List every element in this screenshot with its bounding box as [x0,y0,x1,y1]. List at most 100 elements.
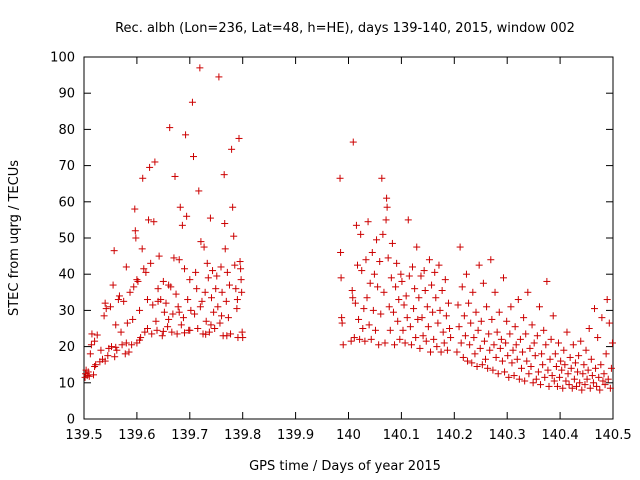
data-point [361,337,369,345]
data-point [386,326,394,334]
data-point [604,375,612,383]
data-point [182,131,190,139]
data-point [134,277,142,285]
data-point [191,310,199,318]
data-point [394,317,402,325]
data-point [114,296,122,304]
data-point [566,353,574,361]
y-tick-label: 40 [58,268,75,283]
data-point [575,352,583,360]
y-tick-label: 20 [58,340,75,355]
data-point [529,379,537,387]
data-point [601,381,609,389]
data-point [505,373,513,381]
data-point [498,357,506,365]
data-point [101,357,109,365]
data-point [467,319,475,327]
data-point [84,368,92,376]
data-point [399,326,407,334]
x-axis-ticks: 139.5 139.6 139.7 139.8 139.9 140 140.1 140.2 14… [65,57,632,443]
data-point [417,272,425,280]
data-point [164,323,172,331]
data-point [383,203,391,211]
x-axis-label: GPS time / Days of year 2015 [249,459,441,474]
data-point [87,341,95,349]
data-point [486,346,494,354]
data-point [176,203,184,211]
data-point [483,303,491,311]
data-point [491,288,499,296]
data-point [484,364,492,372]
data-point [125,348,133,356]
data-point [415,294,423,302]
data-point [104,352,112,360]
data-point [459,353,467,361]
x-tick-label: 139.8 [224,428,261,443]
data-point [409,263,417,271]
data-point [401,339,409,347]
data-point [155,252,163,260]
data-point [542,341,550,349]
data-point [210,308,218,316]
data-point [400,301,408,309]
y-tick-label: 60 [58,195,75,210]
data-point [544,366,552,374]
data-point [597,361,605,369]
data-point [113,346,121,354]
data-point [574,368,582,376]
data-point [603,296,611,304]
data-point [413,243,421,251]
data-point [224,314,232,322]
data-point [479,279,487,287]
data-point [338,314,346,322]
data-point [437,348,445,356]
data-point [184,296,192,304]
data-point [122,339,130,347]
data-point [551,350,559,358]
data-point [188,98,196,106]
data-point [521,377,529,385]
data-point [121,350,129,358]
data-point [237,265,245,273]
data-point [236,258,244,266]
data-point [112,321,120,329]
data-point [565,381,573,389]
data-point [353,261,361,269]
data-point [589,379,597,387]
data-point [221,220,229,228]
data-point [367,335,375,343]
data-point [397,270,405,278]
data-point [530,339,538,347]
data-point [568,384,576,392]
data-point [578,386,586,394]
data-point [580,361,588,369]
data-point [416,344,424,352]
data-point [174,303,182,311]
data-point [375,341,383,349]
data-point [347,337,355,345]
data-point [545,382,553,390]
data-point [510,372,518,380]
data-point [131,227,139,235]
data-point [379,230,387,238]
data-point [112,343,120,351]
data-point [424,323,432,331]
data-point [522,330,530,338]
data-point [385,303,393,311]
data-point [469,288,477,296]
data-point [364,218,372,226]
x-tick-label: 139.7 [171,428,208,443]
data-point [584,366,592,374]
data-point [550,377,558,385]
y-axis-ticks: 0 10 20 30 40 50 60 70 80 90 100 [50,51,613,428]
data-point [206,214,214,222]
data-point [217,263,225,271]
data-point [562,377,570,385]
data-point [371,326,379,334]
data-point [172,290,180,298]
data-point [147,259,155,267]
data-point [218,312,226,320]
data-point [581,381,589,389]
data-point [492,353,500,361]
data-point [196,64,204,72]
